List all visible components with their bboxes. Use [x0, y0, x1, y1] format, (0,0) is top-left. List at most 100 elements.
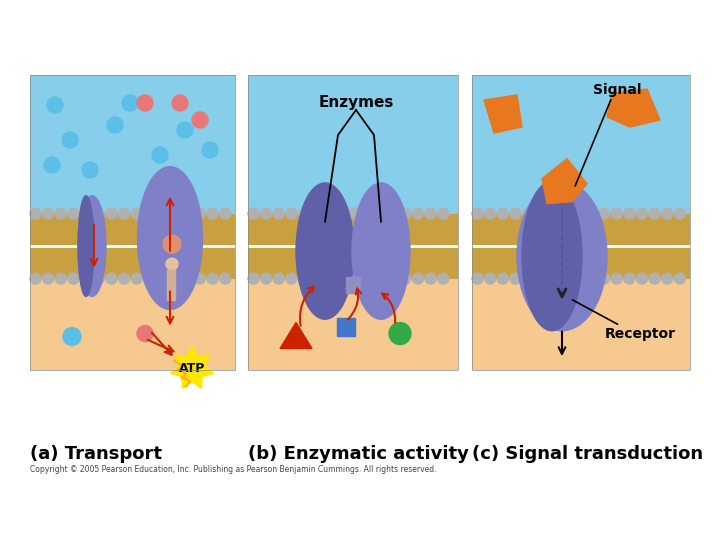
Circle shape	[286, 208, 297, 219]
Circle shape	[156, 208, 168, 219]
Ellipse shape	[78, 196, 106, 296]
Ellipse shape	[78, 196, 94, 296]
Bar	[337, 318, 355, 335]
Circle shape	[472, 273, 483, 284]
Circle shape	[181, 273, 193, 284]
Circle shape	[586, 208, 597, 219]
Circle shape	[81, 208, 91, 219]
Polygon shape	[171, 347, 213, 388]
Circle shape	[169, 208, 180, 219]
Circle shape	[535, 273, 546, 284]
Circle shape	[202, 142, 218, 158]
Polygon shape	[542, 159, 587, 204]
Circle shape	[636, 208, 647, 219]
Circle shape	[598, 273, 610, 284]
Text: ATP: ATP	[179, 362, 205, 375]
Circle shape	[472, 208, 483, 219]
Ellipse shape	[352, 183, 410, 319]
Circle shape	[598, 208, 610, 219]
Circle shape	[561, 208, 572, 219]
Bar	[30, 214, 235, 279]
Circle shape	[624, 273, 635, 284]
Bar	[30, 75, 235, 370]
Circle shape	[324, 208, 335, 219]
Circle shape	[261, 273, 271, 284]
Circle shape	[137, 95, 153, 111]
Circle shape	[523, 273, 534, 284]
Circle shape	[548, 208, 559, 219]
Ellipse shape	[138, 167, 202, 309]
Text: (a) Transport: (a) Transport	[30, 445, 162, 463]
Circle shape	[336, 273, 348, 284]
Circle shape	[163, 235, 181, 253]
Circle shape	[119, 273, 130, 284]
Circle shape	[362, 273, 373, 284]
Circle shape	[144, 208, 155, 219]
Circle shape	[535, 208, 546, 219]
Circle shape	[413, 208, 423, 219]
Circle shape	[194, 273, 205, 284]
Circle shape	[81, 273, 91, 284]
Circle shape	[389, 322, 411, 345]
Circle shape	[611, 208, 622, 219]
Ellipse shape	[296, 183, 354, 319]
Circle shape	[413, 273, 423, 284]
Circle shape	[311, 208, 323, 219]
Circle shape	[311, 273, 323, 284]
Ellipse shape	[517, 181, 607, 330]
Circle shape	[349, 208, 360, 219]
Circle shape	[63, 328, 81, 346]
Circle shape	[82, 162, 98, 178]
Circle shape	[192, 112, 208, 128]
Circle shape	[611, 273, 622, 284]
Circle shape	[274, 208, 284, 219]
Bar	[248, 279, 458, 370]
Bar	[472, 75, 690, 214]
Circle shape	[662, 208, 672, 219]
Circle shape	[624, 208, 635, 219]
Circle shape	[548, 273, 559, 284]
Circle shape	[510, 208, 521, 219]
Circle shape	[119, 208, 130, 219]
Circle shape	[220, 208, 230, 219]
Circle shape	[586, 273, 597, 284]
Circle shape	[144, 273, 155, 284]
Circle shape	[152, 147, 168, 163]
Circle shape	[47, 97, 63, 113]
Circle shape	[30, 273, 41, 284]
Circle shape	[573, 208, 584, 219]
Circle shape	[299, 208, 310, 219]
Text: (b) Enzymatic activity: (b) Enzymatic activity	[248, 445, 469, 463]
Circle shape	[194, 208, 205, 219]
Ellipse shape	[522, 181, 582, 330]
Circle shape	[122, 95, 138, 111]
Circle shape	[400, 208, 411, 219]
Circle shape	[94, 208, 104, 219]
Circle shape	[362, 208, 373, 219]
Bar	[248, 75, 458, 370]
Circle shape	[349, 273, 360, 284]
Circle shape	[106, 273, 117, 284]
Circle shape	[55, 273, 66, 284]
Circle shape	[636, 273, 647, 284]
Circle shape	[438, 208, 449, 219]
Circle shape	[62, 132, 78, 148]
Circle shape	[181, 208, 193, 219]
Circle shape	[387, 273, 398, 284]
Circle shape	[400, 273, 411, 284]
Polygon shape	[484, 95, 522, 133]
Bar	[346, 276, 360, 293]
Circle shape	[485, 273, 495, 284]
Bar	[30, 279, 235, 370]
Text: Receptor: Receptor	[605, 327, 675, 341]
Circle shape	[55, 208, 66, 219]
Circle shape	[498, 208, 508, 219]
Circle shape	[44, 157, 60, 173]
Bar	[248, 214, 458, 279]
Circle shape	[523, 208, 534, 219]
Circle shape	[107, 117, 123, 133]
Circle shape	[156, 273, 168, 284]
Circle shape	[510, 273, 521, 284]
Polygon shape	[280, 322, 312, 348]
Circle shape	[68, 273, 79, 284]
